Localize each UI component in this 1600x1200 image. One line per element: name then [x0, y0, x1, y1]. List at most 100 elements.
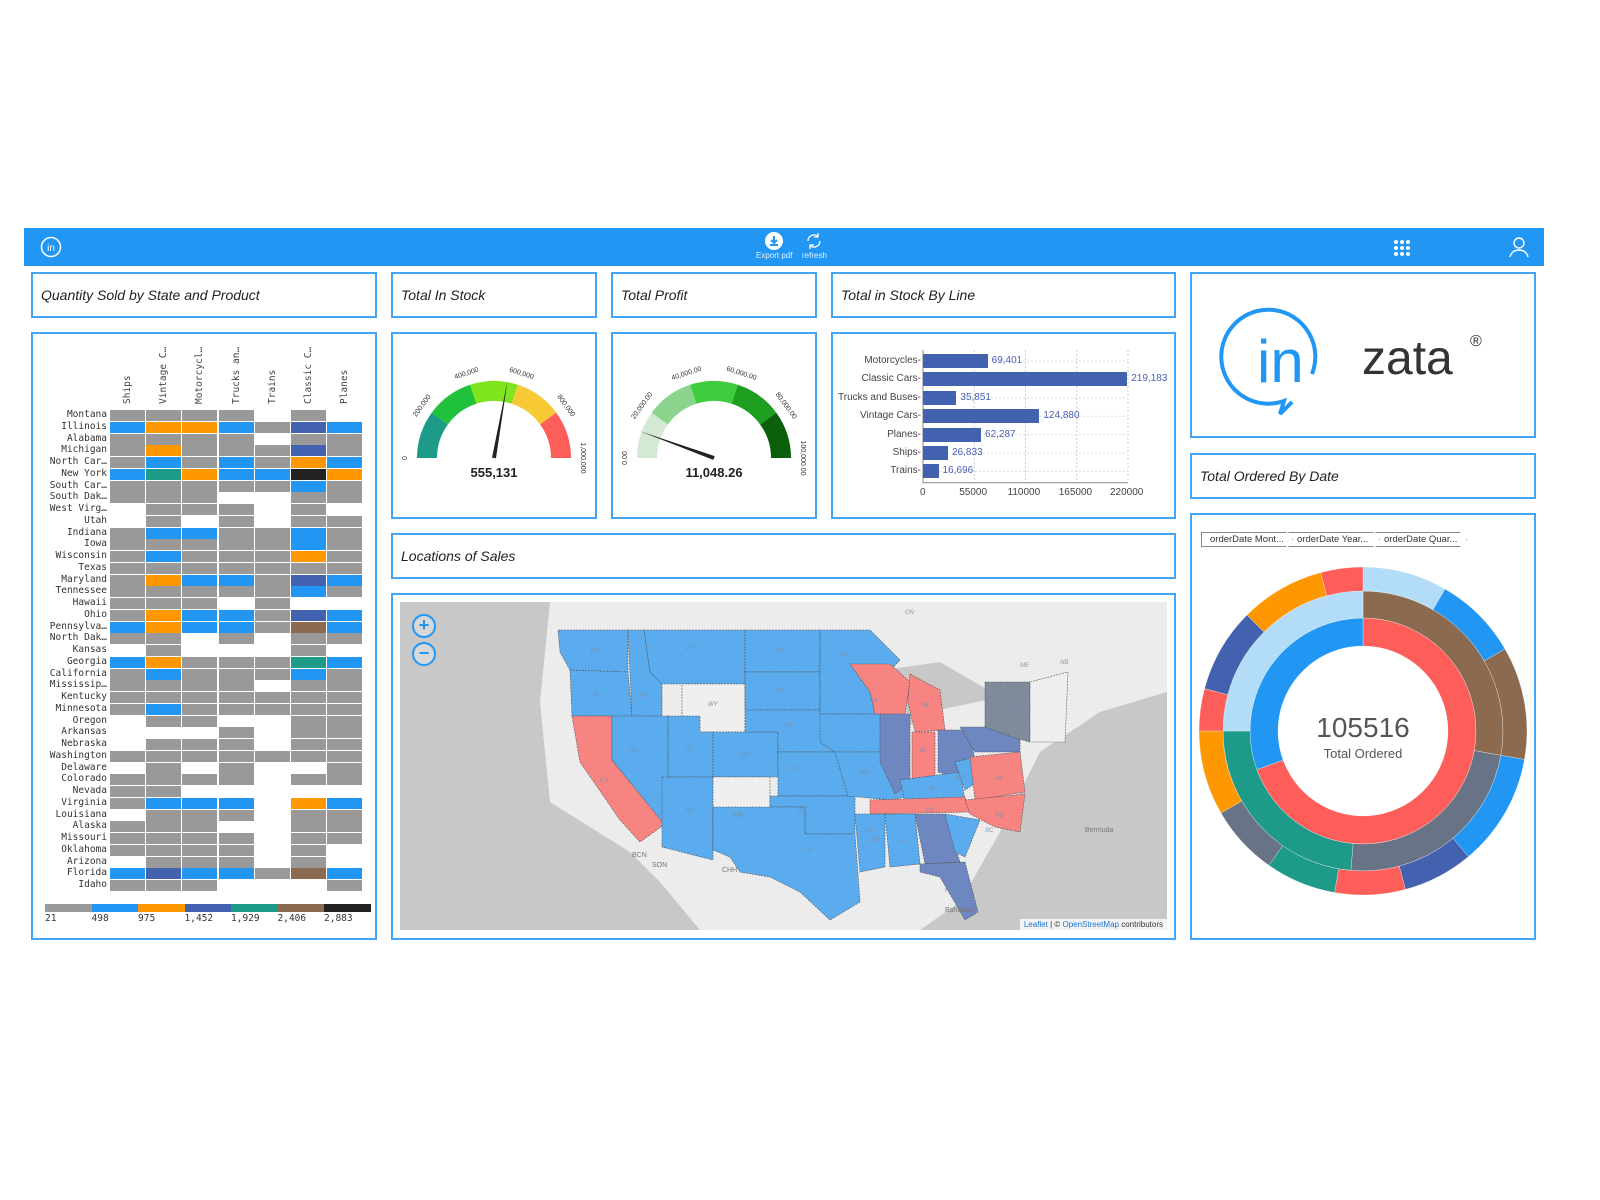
heatmap-cell[interactable]	[146, 797, 182, 809]
heatmap-cell[interactable]	[182, 480, 218, 492]
bar[interactable]	[923, 427, 982, 442]
heatmap-cell[interactable]	[218, 868, 254, 880]
heatmap-cell[interactable]	[146, 621, 182, 633]
heatmap-cell[interactable]	[110, 750, 145, 762]
heatmap-cell[interactable]	[146, 433, 182, 445]
heatmap-cell[interactable]	[291, 421, 326, 433]
heatmap-cell[interactable]	[182, 868, 218, 880]
heatmap-cell[interactable]	[291, 410, 326, 421]
heatmap-cell[interactable]	[182, 586, 218, 598]
sales-map[interactable]: WA OR ID MT WY CA NV UT CO AZ NM ND SD NE KS OK TX MN…	[400, 602, 1167, 930]
heatmap-cell[interactable]	[146, 504, 182, 515]
heatmap-cell[interactable]	[146, 633, 182, 645]
heatmap-cell[interactable]	[146, 821, 182, 833]
heatmap-cell[interactable]	[327, 468, 363, 480]
heatmap-cell[interactable]	[146, 551, 182, 562]
heatmap-cell[interactable]	[291, 809, 326, 821]
heatmap-cell[interactable]	[218, 833, 254, 844]
heatmap-cell[interactable]	[291, 457, 326, 468]
heatmap-cell[interactable]	[327, 680, 363, 692]
heatmap-cell[interactable]	[182, 856, 218, 868]
heatmap-cell[interactable]	[327, 551, 363, 562]
heatmap-cell[interactable]	[218, 539, 254, 551]
heatmap-cell[interactable]	[327, 809, 363, 821]
heatmap-cell[interactable]	[146, 609, 182, 621]
heatmap-cell[interactable]	[182, 539, 218, 551]
breadcrumb-order-month[interactable]: orderDate Mont...	[1201, 532, 1293, 547]
heatmap-cell[interactable]	[327, 562, 363, 574]
bar[interactable]	[923, 390, 957, 405]
heatmap-cell[interactable]	[327, 656, 363, 668]
heatmap-cell[interactable]	[218, 680, 254, 692]
heatmap-cell[interactable]	[146, 574, 182, 586]
heatmap-cell[interactable]	[254, 445, 290, 457]
heatmap-cell[interactable]	[291, 468, 326, 480]
heatmap-cell[interactable]	[254, 868, 290, 880]
heatmap-cell[interactable]	[327, 609, 363, 621]
heatmap-cell[interactable]	[110, 656, 145, 668]
heatmap-cell[interactable]	[291, 856, 326, 868]
heatmap-cell[interactable]	[254, 609, 290, 621]
heatmap-cell[interactable]	[182, 809, 218, 821]
heatmap-cell[interactable]	[291, 868, 326, 880]
heatmap-cell[interactable]	[218, 468, 254, 480]
heatmap-cell[interactable]	[327, 527, 363, 539]
heatmap-cell[interactable]	[218, 727, 254, 739]
apps-grid-icon[interactable]	[1392, 238, 1412, 258]
refresh-button[interactable]: refresh	[802, 231, 827, 260]
heatmap-cell[interactable]	[146, 880, 182, 891]
heatmap-cell[interactable]	[182, 421, 218, 433]
heatmap-cell[interactable]	[291, 750, 326, 762]
heatmap-cell[interactable]	[146, 750, 182, 762]
heatmap-cell[interactable]	[218, 750, 254, 762]
heatmap-cell[interactable]	[327, 821, 363, 833]
heatmap-cell[interactable]	[182, 433, 218, 445]
heatmap-cell[interactable]	[291, 703, 326, 715]
heatmap-cell[interactable]	[291, 621, 326, 633]
heatmap-cell[interactable]	[254, 527, 290, 539]
heatmap-cell[interactable]	[146, 868, 182, 880]
heatmap-cell[interactable]	[327, 586, 363, 598]
heatmap-cell[interactable]	[182, 562, 218, 574]
heatmap-cell[interactable]	[291, 633, 326, 645]
heatmap-cell[interactable]	[110, 539, 145, 551]
heatmap-cell[interactable]	[110, 821, 145, 833]
heatmap-cell[interactable]	[110, 880, 145, 891]
heatmap-cell[interactable]	[218, 739, 254, 750]
heatmap-cell[interactable]	[218, 586, 254, 598]
heatmap-cell[interactable]	[218, 433, 254, 445]
heatmap-cell[interactable]	[254, 598, 290, 609]
heatmap-cell[interactable]	[327, 797, 363, 809]
heatmap-cell[interactable]	[182, 527, 218, 539]
heatmap-cell[interactable]	[254, 562, 290, 574]
heatmap-cell[interactable]	[291, 539, 326, 551]
heatmap-cell[interactable]	[327, 445, 363, 457]
heatmap-cell[interactable]	[146, 656, 182, 668]
heatmap-cell[interactable]	[146, 668, 182, 680]
heatmap-cell[interactable]	[146, 410, 182, 421]
heatmap-cell[interactable]	[146, 774, 182, 786]
heatmap-cell[interactable]	[291, 715, 326, 727]
leaflet-link[interactable]: Leaflet	[1023, 920, 1048, 929]
heatmap-cell[interactable]	[254, 539, 290, 551]
heatmap-cell[interactable]	[110, 774, 145, 786]
heatmap-cell[interactable]	[327, 457, 363, 468]
heatmap-cell[interactable]	[291, 551, 326, 562]
heatmap-cell[interactable]	[146, 515, 182, 527]
heatmap-cell[interactable]	[146, 703, 182, 715]
heatmap-cell[interactable]	[110, 692, 145, 703]
heatmap-cell[interactable]	[146, 421, 182, 433]
heatmap-cell[interactable]	[110, 621, 145, 633]
heatmap-cell[interactable]	[254, 692, 290, 703]
inzata-logo-icon[interactable]: in	[40, 236, 62, 258]
heatmap-cell[interactable]	[218, 574, 254, 586]
heatmap-cell[interactable]	[218, 410, 254, 421]
heatmap-cell[interactable]	[254, 457, 290, 468]
heatmap-cell[interactable]	[182, 492, 218, 504]
heatmap-cell[interactable]	[254, 468, 290, 480]
heatmap-cell[interactable]	[110, 703, 145, 715]
heatmap-cell[interactable]	[254, 551, 290, 562]
heatmap-cell[interactable]	[146, 692, 182, 703]
heatmap-cell[interactable]	[110, 410, 145, 421]
heatmap-cell[interactable]	[110, 844, 145, 856]
